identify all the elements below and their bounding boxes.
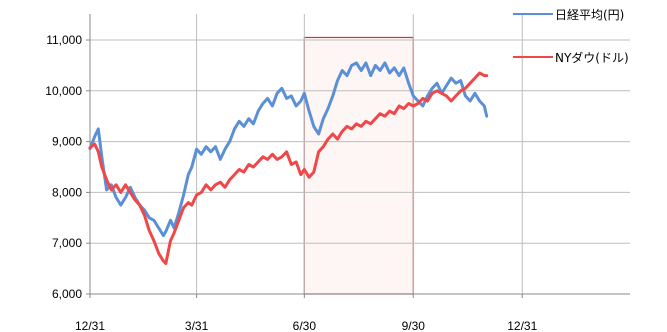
x-tick-label: 9/30 (402, 319, 426, 332)
grid-layer (89, 14, 630, 295)
y-tick-label: 9,000 (52, 135, 82, 149)
y-tick-label: 11,000 (46, 33, 82, 47)
legend-label-1: 日経平均(円) (555, 8, 624, 22)
legend-label-2: NYダウ(ドル) (555, 50, 629, 65)
highlight-region (303, 36, 414, 295)
y-tick-label: 10,000 (45, 84, 82, 98)
series-line-2 (88, 71, 489, 265)
y-tick-label: 8,000 (52, 185, 82, 199)
series-layer (88, 61, 489, 265)
x-tick-label: 3/31 (185, 319, 209, 332)
x-tick-label: 12/31 (507, 319, 537, 332)
series-line-1 (88, 61, 489, 238)
y-tick-label: 7,000 (52, 236, 82, 250)
highlight-layer (303, 36, 414, 295)
legend: 日経平均(円) NYダウ(ドル) (513, 8, 629, 65)
axis-layer: 11,000 10,000 9,000 8,000 7,000 6,000 12/31 3/3… (45, 14, 630, 332)
y-tick-label: 6,000 (52, 287, 82, 301)
x-tick-label: 6/30 (293, 319, 317, 332)
x-tick-label: 12/31 (75, 319, 105, 332)
